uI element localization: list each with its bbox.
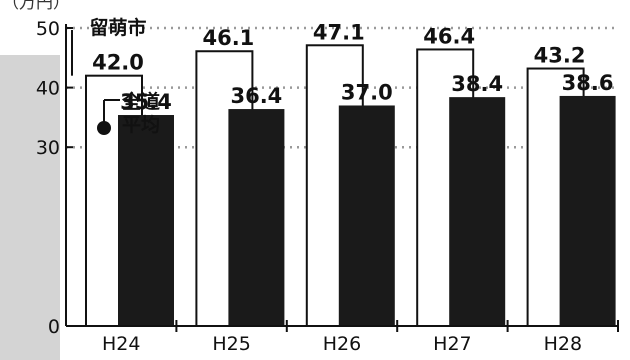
y-axis-unit-label: （万円） [2,0,70,13]
value-label-avg-H25: 36.4 [230,84,282,108]
value-label-city-H26: 47.1 [313,20,365,44]
y-tick-label-0: 0 [48,316,60,338]
value-label-city-H27: 46.4 [423,24,475,48]
series-label-avg-line1: 全道 [121,90,160,113]
y-tick-label-40: 40 [36,78,60,100]
series-label-avg-line2: 平均 [122,113,160,136]
x-tick-label-H28: H28 [544,333,582,355]
bar-avg-H24 [118,115,174,327]
bar-avg-H26 [338,105,395,326]
value-label-avg-H24: 35.4 [120,90,172,114]
bar-avg-H27 [449,97,506,326]
x-tick-label-H24: H24 [102,333,140,355]
value-label-city-H28: 43.2 [534,44,586,68]
value-label-avg-H28: 38.6 [562,71,614,95]
bar-avg-H28 [559,95,616,326]
value-label-avg-H27: 38.4 [451,72,503,96]
value-label-city-H25: 46.1 [202,26,254,50]
y-tick-label-30: 30 [36,137,60,159]
y-tick-label-50: 50 [36,18,60,40]
left-sidebar-panel [0,55,60,360]
x-tick-label-H27: H27 [433,333,471,355]
x-tick-label-H25: H25 [212,333,250,355]
value-label-avg-H26: 37.0 [341,80,393,104]
x-tick-label-H26: H26 [323,333,361,355]
series-label-city: 留萌市 [89,16,146,39]
bar-avg-H25 [228,109,285,326]
value-label-city-H24: 42.0 [92,51,144,75]
